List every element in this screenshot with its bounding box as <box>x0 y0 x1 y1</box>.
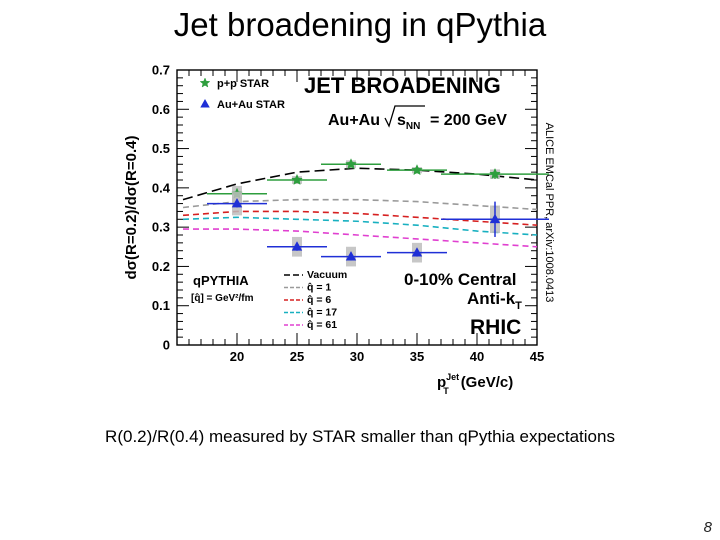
algorithm-label: Anti-kT <box>467 289 522 312</box>
x-tick-label: 30 <box>350 349 364 364</box>
sqrt-s-label: sNN <box>397 112 420 132</box>
y-tick-label: 0.2 <box>152 259 170 274</box>
x-tick-label: 25 <box>290 349 304 364</box>
pp-data-point <box>489 167 501 180</box>
auau-data-point <box>411 247 423 257</box>
side-reference-label: ALICE EMCal PPR, arXiv:1008.0413 <box>543 123 555 303</box>
x-tick-label: 35 <box>410 349 424 364</box>
system-label: Au+Au <box>328 112 380 129</box>
pp-data-point <box>291 173 303 185</box>
y-tick-label: 0.5 <box>152 141 170 156</box>
auau-data-point <box>231 198 243 208</box>
energy-label: = 200 GeV <box>430 112 507 129</box>
pp-data-point <box>411 164 423 176</box>
x-tick-label: 20 <box>230 349 244 364</box>
slide-title: Jet broadening in qPythia <box>173 6 547 43</box>
y-axis-label: dσ(R=0.2)/dσ(R=0.4) <box>123 136 140 280</box>
legend-star-marker <box>199 77 211 88</box>
curve-legend-label: q̂ = 17 <box>307 307 337 319</box>
x-axis-label: pJet T (GeV/c) <box>437 372 513 396</box>
y-tick-label: 0.7 <box>152 63 170 78</box>
auau-data-point <box>291 241 303 251</box>
y-tick-label: 0 <box>163 338 170 353</box>
curve-legend-label: q̂ = 1 <box>307 282 331 294</box>
legend-top-label: Au+Au STAR <box>217 99 285 111</box>
auau-data-point <box>489 213 501 224</box>
centrality-label: 0-10% Central <box>404 270 516 289</box>
chart-title: JET BROADENING <box>304 73 501 98</box>
curve-legend-label: q̂ = 6 <box>307 294 331 306</box>
legend-triangle-marker <box>200 99 210 108</box>
y-tick-label: 0.6 <box>152 102 170 117</box>
x-tick-label: 45 <box>530 349 544 364</box>
pp-data-point <box>345 158 357 170</box>
page-number: 8 <box>703 519 712 536</box>
curve-legend-label: Vacuum <box>307 269 347 281</box>
x-tick-label: 40 <box>470 349 484 364</box>
jet-broadening-chart: 0 0.1 0.2 0.3 0.4 0.5 0.6 0.7 20 25 30 35 40 45 dσ(R=0… <box>123 63 555 397</box>
y-tick-label: 0.1 <box>152 298 170 313</box>
model-curve <box>183 228 538 248</box>
legend-top-label: p+p STAR <box>217 78 269 90</box>
y-tick-label: 0.3 <box>152 220 170 235</box>
model-curve <box>182 216 538 236</box>
slide-caption: R(0.2)/R(0.4) measured by STAR smaller t… <box>105 427 615 446</box>
auau-data-point <box>345 251 357 261</box>
sqrt-symbol <box>384 105 425 128</box>
collider-label: RHIC <box>470 316 521 339</box>
model-label: qPYTHIA <box>193 273 249 288</box>
curve-legend-label: q̂ = 61 <box>307 319 337 331</box>
y-tick-label: 0.4 <box>152 180 171 195</box>
model-units-label: [q̂] = GeV²/fm <box>191 293 254 304</box>
